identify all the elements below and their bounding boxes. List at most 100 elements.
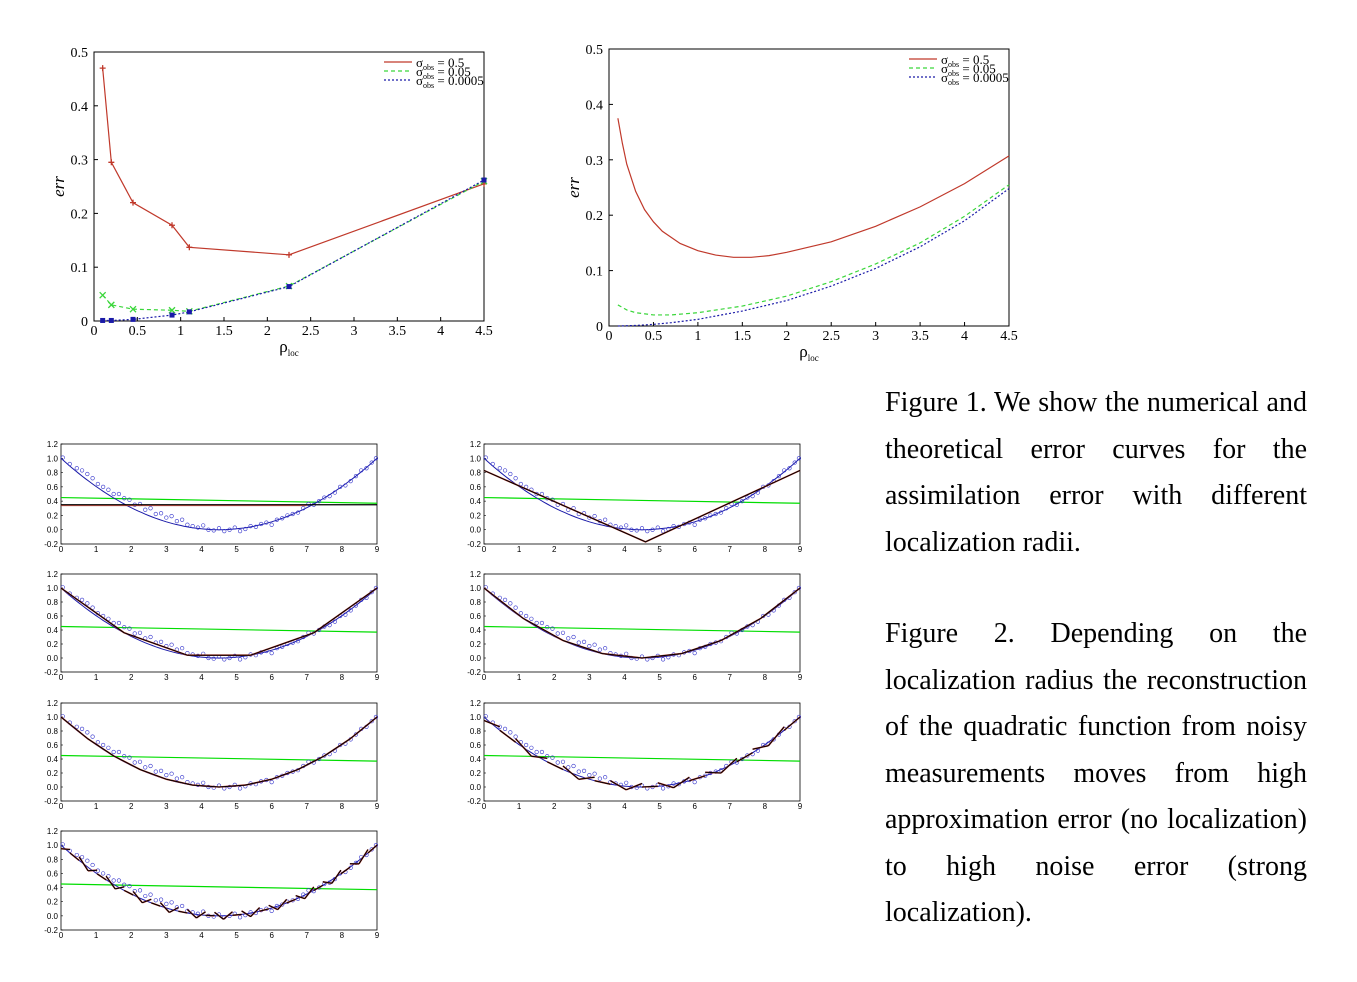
noisy-sample [269, 650, 274, 656]
x-tick-label: 2 [552, 673, 557, 682]
x-tick-label: 5 [234, 545, 239, 554]
green-line [483, 625, 801, 633]
noisy-sample [79, 468, 85, 473]
y-tick-label: 0.2 [47, 898, 59, 907]
noisy-sample [771, 737, 776, 742]
noisy-sample [524, 742, 529, 748]
noisy-sample [560, 630, 566, 635]
legend-entry: σobs = 0.05 [416, 64, 471, 81]
noisy-sample [359, 468, 364, 473]
x-tick-label: 0 [59, 802, 64, 811]
x-tick-label: 3.5 [911, 329, 929, 344]
noisy-sample [534, 620, 539, 626]
noisy-sample [332, 490, 337, 495]
noisy-sample [79, 597, 85, 603]
noisy-sample [269, 908, 274, 914]
green-line [483, 496, 801, 504]
x-tick-label: 0 [59, 545, 64, 554]
noisy-sample [164, 515, 169, 520]
x-tick-label: 9 [375, 545, 380, 554]
y-tick-label: 0.4 [470, 755, 482, 764]
y-tick-label: -0.2 [44, 668, 58, 677]
noisy-sample [513, 476, 518, 481]
noisy-sample [169, 642, 174, 647]
noisy-sample [164, 772, 169, 778]
noisy-sample [592, 771, 597, 776]
y-tick-label: 1.2 [47, 827, 59, 836]
noisy-sample [116, 878, 122, 883]
y-tick-label: -0.2 [467, 668, 481, 677]
noisy-sample [692, 522, 697, 527]
noisy-sample [211, 528, 216, 533]
noisy-sample [180, 517, 185, 522]
reconstruction-panel-7: 0 1 2 3 4 5 6 7 8 9 -0.2 0.0 0.2 0.4 0.6 0.8 1.0 1.2 [44, 827, 380, 940]
noisy-sample [201, 780, 206, 785]
y-tick-label: 0.0 [47, 526, 59, 535]
fit-line-red [60, 844, 378, 920]
noisy-sample [290, 511, 295, 517]
noisy-sample [592, 642, 597, 647]
noisy-sample [502, 726, 508, 732]
y-tick-label: 0.4 [470, 497, 482, 506]
data-point [186, 244, 193, 251]
noisy-sample [185, 522, 190, 527]
noisy-sample [713, 511, 718, 517]
green-line [60, 754, 378, 762]
y-tick-label: 0 [81, 315, 88, 330]
noisy-sample [539, 620, 545, 626]
x-tick-label: 3 [164, 802, 169, 811]
noisy-sample [555, 760, 560, 765]
x-tick-label: 5 [234, 802, 239, 811]
noisy-sample [782, 597, 787, 603]
noisy-sample [280, 902, 285, 907]
fit-line [60, 716, 378, 788]
x-tick-label: 1 [694, 329, 701, 344]
x-tick-label: 5 [657, 673, 662, 682]
x-tick-label: 3 [587, 802, 592, 811]
noisy-sample [79, 726, 85, 732]
noisy-sample [148, 634, 153, 640]
x-tick-label: 1 [517, 802, 522, 811]
fit-line-red [483, 716, 801, 791]
legend-entry: σobs = 0.05 [941, 61, 996, 78]
noisy-sample [327, 622, 332, 628]
noisy-sample [74, 852, 79, 858]
noisy-sample [483, 714, 488, 719]
data-point [99, 291, 107, 299]
y-tick-label: -0.2 [467, 797, 481, 806]
x-tick-label: 0.5 [645, 329, 663, 344]
noisy-sample [624, 651, 629, 656]
x-tick-label: 0 [91, 324, 98, 339]
fit-line [483, 716, 801, 791]
y-tick-label: 0.6 [47, 483, 59, 492]
fit-line-red [483, 469, 801, 543]
y-tick-label: 1.2 [470, 699, 482, 708]
x-tick-label: 7 [305, 802, 310, 811]
noisy-sample [143, 893, 148, 899]
data-point [108, 317, 114, 323]
noisy-sample [576, 640, 581, 645]
y-tick-label: 0.4 [470, 626, 482, 635]
y-tick-label: 0.0 [47, 912, 59, 921]
y-tick-label: 0.0 [470, 526, 482, 535]
data-point [99, 65, 106, 72]
noisy-sample [513, 734, 518, 739]
noisy-sample [143, 507, 148, 512]
x-tick-label: 6 [269, 545, 274, 554]
noisy-sample [597, 647, 602, 652]
reconstruction-panel-6: 0 1 2 3 4 5 6 7 8 9 -0.2 0.0 0.2 0.4 0.6 0.8 1.0 1.2 [467, 699, 803, 811]
y-tick-label: 0.4 [47, 884, 59, 893]
noisy-sample [629, 527, 634, 532]
noisy-sample [216, 783, 222, 788]
noisy-sample [508, 601, 513, 606]
y-tick-label: 0.4 [71, 100, 89, 115]
noisy-sample [343, 483, 348, 488]
noisy-sample [158, 897, 164, 902]
data-point [169, 222, 175, 229]
y-tick-label: 0.2 [47, 511, 59, 520]
noisy-sample [327, 494, 332, 499]
reconstruction-panel-2: 0 1 2 3 4 5 6 7 8 9 -0.2 0.0 0.2 0.4 0.6 0.8 1.0 1.2 [467, 440, 803, 554]
noisy-sample [734, 502, 739, 507]
noisy-sample [90, 605, 95, 610]
